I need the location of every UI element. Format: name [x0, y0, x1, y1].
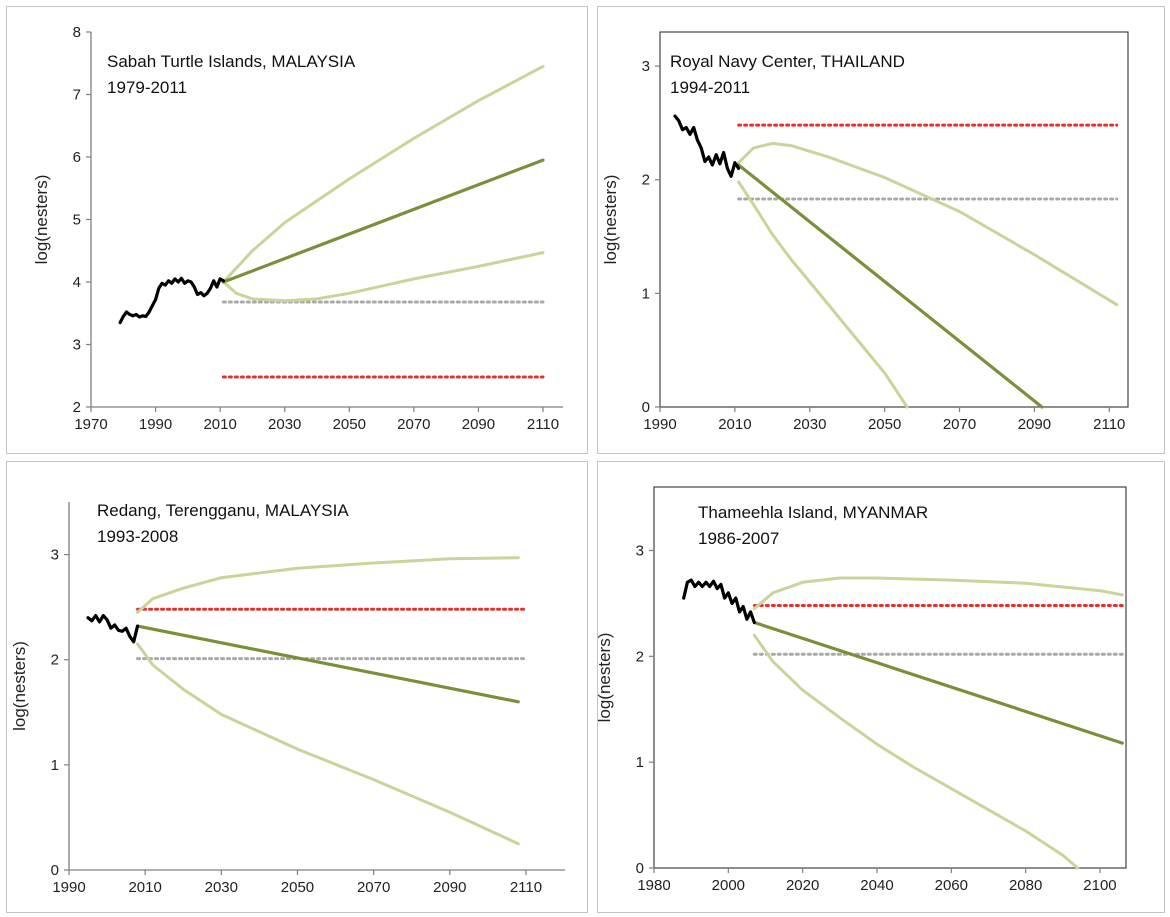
x-tick-label: 1990	[52, 879, 85, 896]
x-tick-label: 2110	[1093, 416, 1125, 433]
y-tick-label: 7	[73, 87, 81, 104]
x-tick-label: 2070	[357, 879, 390, 896]
y-tick-label: 1	[636, 754, 644, 771]
y-tick-label: 0	[636, 860, 644, 877]
x-tick-label: 1970	[74, 416, 107, 433]
chart-title: Redang, Terengganu, MALAYSIA	[97, 501, 349, 520]
y-axis-label: log(nesters)	[10, 641, 29, 731]
upper-series-line	[136, 556, 520, 614]
mean-series-line	[752, 620, 1124, 745]
x-tick-label: 2070	[943, 416, 976, 433]
upper-series-line	[221, 64, 545, 284]
x-tick-label: 2050	[281, 879, 314, 896]
y-tick-label: 2	[73, 399, 81, 416]
observed-series-line	[86, 614, 140, 644]
x-tick-label: 2080	[1009, 877, 1042, 894]
x-tick-label: 2060	[935, 877, 968, 894]
observed-series-line	[682, 578, 756, 625]
y-axis-label: log(nesters)	[32, 175, 51, 265]
lower-series-line	[752, 633, 1080, 870]
x-tick-label: 2090	[462, 416, 495, 433]
lower-series-line	[737, 180, 909, 409]
x-tick-label: 2010	[203, 416, 236, 433]
x-tick-label: 2020	[786, 877, 819, 894]
y-tick-label: 6	[73, 149, 81, 166]
y-tick-label: 0	[51, 862, 59, 879]
mean-series-line	[221, 158, 545, 284]
chart-panel-thameehla: 0 1 2 3 1980 2000 2020 2040 2060 2080 2100 log(nest…	[595, 461, 1165, 913]
x-tick-label: 2090	[1018, 416, 1051, 433]
x-tick-label: 2030	[793, 416, 826, 433]
observed-series-line	[673, 114, 741, 178]
chart-subtitle: 1979-2011	[107, 78, 187, 97]
lower-series-line	[136, 642, 520, 846]
y-axis-label: log(nesters)	[595, 633, 614, 723]
chart-subtitle: 1986-2007	[698, 529, 779, 548]
chart-title: Thameehla Island, MYANMAR	[698, 503, 928, 522]
x-tick-label: 2030	[268, 416, 301, 433]
chart-svg-royal-navy: 0 1 2 3 1990 2010 2030 2050 2070 2090 2110 log(nest…	[601, 31, 1129, 433]
chart-subtitle: 1993-2008	[97, 527, 178, 546]
y-tick-label: 2	[642, 172, 650, 189]
x-tick-label: 2090	[433, 879, 466, 896]
y-tick-label: 1	[642, 285, 650, 302]
observed-series-line	[118, 276, 225, 325]
y-tick-label: 2	[636, 648, 644, 665]
chart-svg-redang: 0 1 2 3 1990 2010 2030 2050 2070 2090 2110 log(nest…	[10, 501, 565, 896]
mean-series-line	[135, 624, 520, 704]
y-tick-label: 4	[73, 274, 81, 291]
y-tick-label: 0	[642, 399, 650, 416]
x-tick-label: 2030	[205, 879, 238, 896]
chart-subtitle: 1994-2011	[670, 78, 750, 97]
y-tick-label: 2	[51, 652, 59, 669]
lower-series-line	[221, 251, 545, 303]
y-tick-label: 1	[51, 757, 59, 774]
chart-panel-redang: 0 1 2 3 1990 2010 2030 2050 2070 2090 2110 log(nest…	[6, 461, 588, 913]
mean-series-line	[737, 163, 1044, 409]
y-tick-label: 3	[73, 337, 81, 354]
y-axis-label: log(nesters)	[601, 175, 620, 265]
x-tick-label: 2010	[128, 879, 161, 896]
x-tick-label: 2010	[718, 416, 751, 433]
x-tick-label: 2070	[397, 416, 430, 433]
x-tick-label: 2100	[1083, 877, 1116, 894]
y-tick-label: 8	[73, 24, 81, 41]
y-tick-label: 3	[51, 547, 59, 564]
upper-series-line	[737, 141, 1119, 307]
upper-series-line	[752, 576, 1124, 611]
x-tick-label: 1990	[139, 416, 172, 433]
plot-frame	[659, 31, 1129, 408]
chart-svg-thameehla: 0 1 2 3 1980 2000 2020 2040 2060 2080 2100 log(nest…	[595, 486, 1127, 894]
chart-panel-royal-navy: 0 1 2 3 1990 2010 2030 2050 2070 2090 2110 log(nest…	[597, 6, 1165, 454]
chart-title: Sabah Turtle Islands, MALAYSIA	[107, 52, 356, 71]
x-tick-label: 2040	[860, 877, 893, 894]
x-tick-label: 2050	[333, 416, 366, 433]
y-tick-label: 5	[73, 212, 81, 229]
x-tick-label: 1980	[637, 877, 670, 894]
chart-title: Royal Navy Center, THAILAND	[670, 52, 905, 71]
y-tick-label: 3	[642, 58, 650, 75]
x-tick-label: 2050	[868, 416, 901, 433]
chart-panel-sabah: 2 3 4 5 6 7 8 1970 1990 2010 2030 2050 2070 2090 2110 l…	[6, 6, 588, 454]
x-tick-label: 2000	[712, 877, 745, 894]
plot-frame	[653, 486, 1127, 869]
x-tick-label: 2110	[510, 879, 542, 896]
y-tick-label: 3	[636, 543, 644, 560]
x-tick-label: 1990	[643, 416, 676, 433]
chart-svg-sabah: 2 3 4 5 6 7 8 1970 1990 2010 2030 2050 2070 2090 2110 l…	[32, 24, 563, 433]
x-tick-label: 2110	[527, 416, 559, 433]
